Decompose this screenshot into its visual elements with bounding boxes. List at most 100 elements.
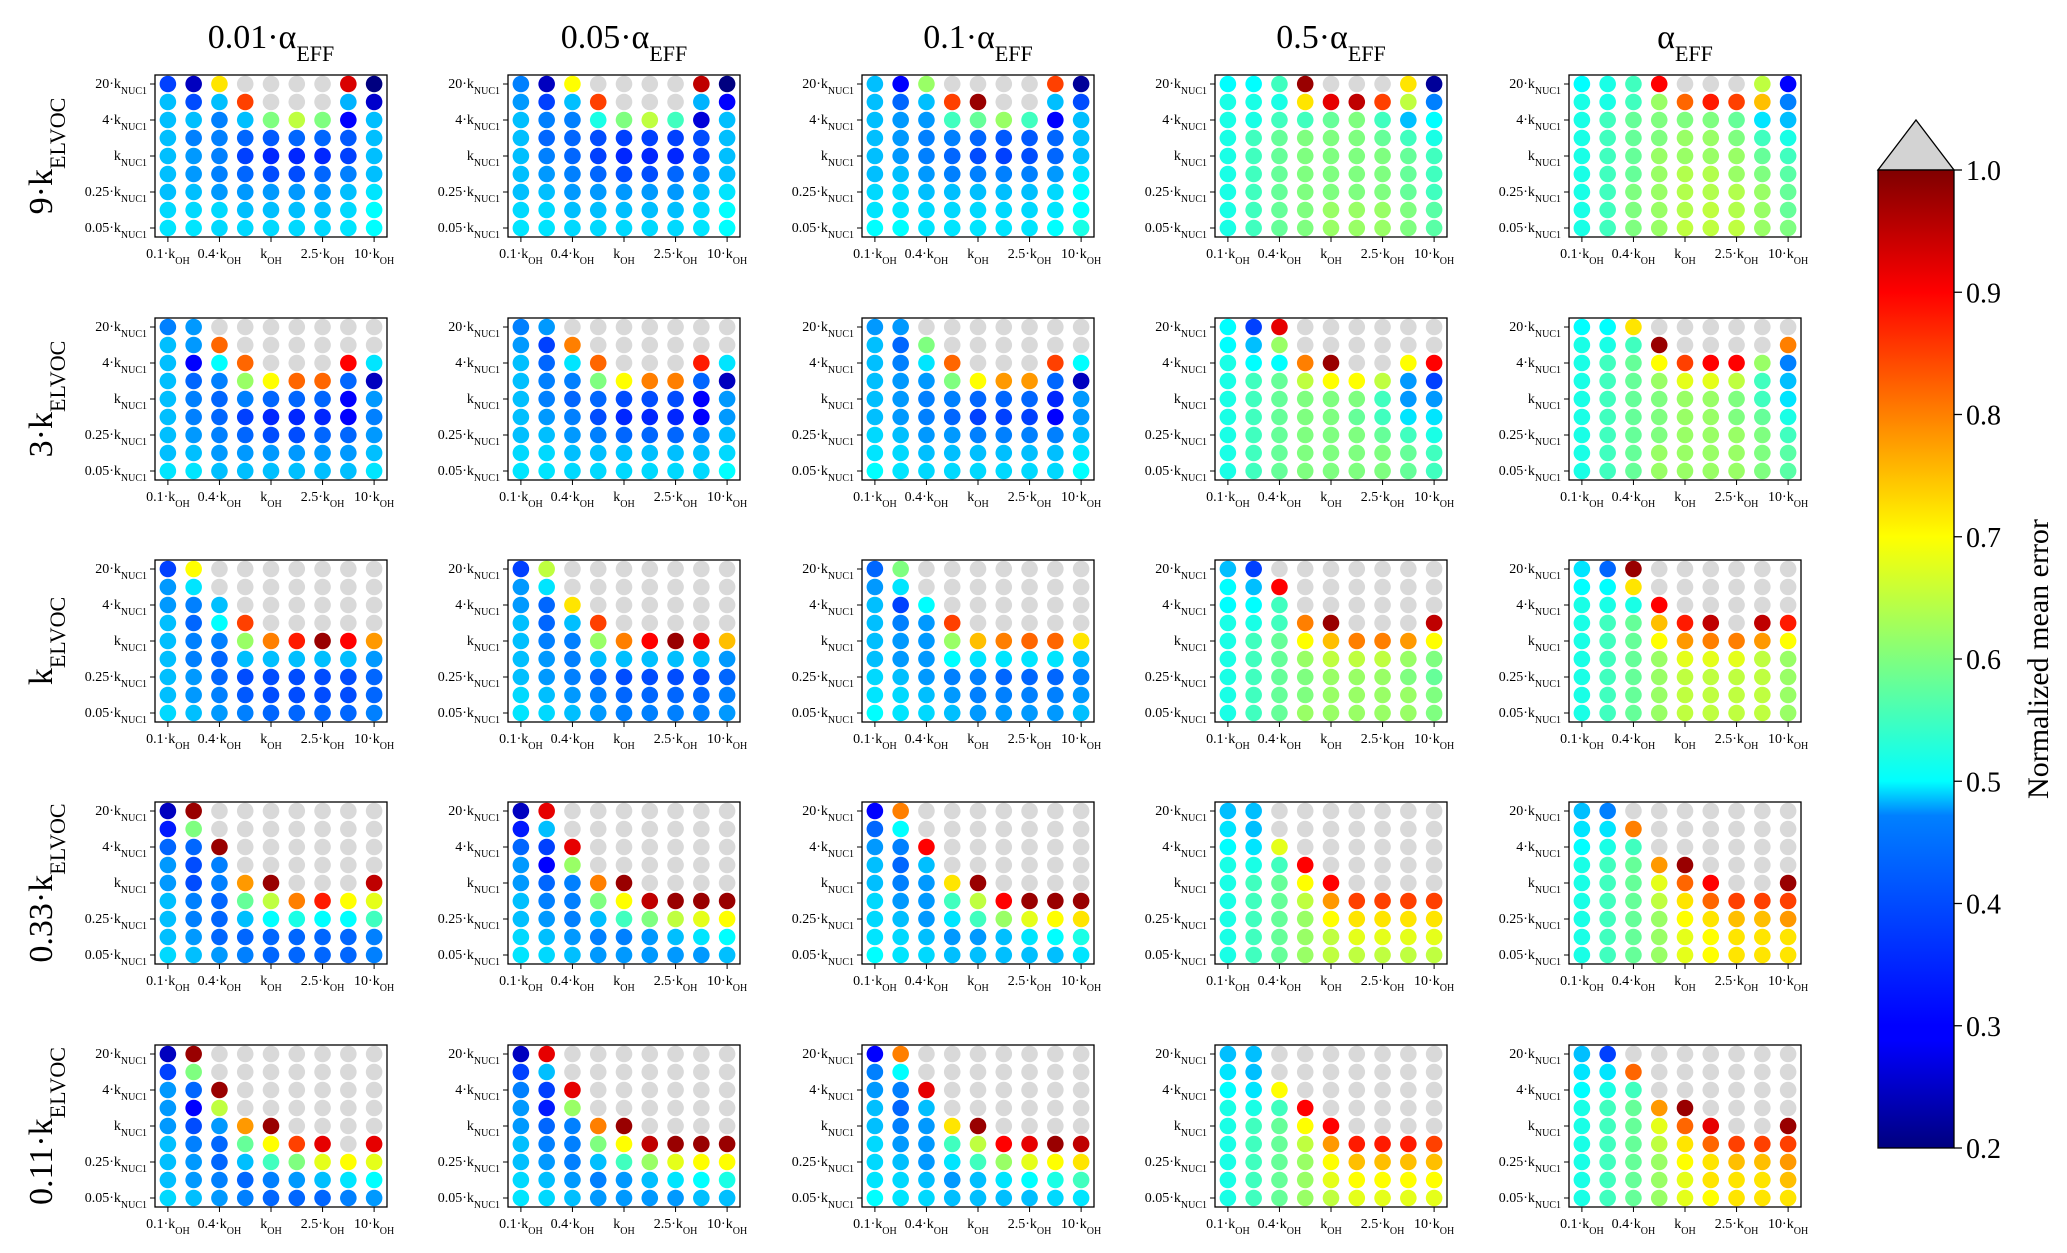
data-point	[1374, 668, 1391, 686]
data-point	[1021, 578, 1038, 596]
data-point	[1219, 1171, 1237, 1189]
data-point	[943, 928, 961, 946]
data-point	[1702, 1153, 1720, 1171]
data-point	[1650, 75, 1668, 93]
data-point	[1702, 1063, 1720, 1081]
x-tick-label: 10·kOH	[1061, 974, 1101, 994]
scatter-panel: 20·kNUC14·kNUC1kNUC10.25·kNUC10.05·kNUC1…	[438, 1044, 747, 1237]
data-point	[615, 892, 633, 910]
data-point	[1219, 201, 1237, 219]
data-point	[365, 165, 383, 183]
data-point	[1625, 444, 1642, 462]
data-point	[1425, 946, 1443, 964]
data-point	[1047, 632, 1064, 650]
data-point	[1625, 892, 1642, 910]
data-point	[918, 219, 935, 237]
data-point	[1702, 336, 1720, 354]
data-point	[1728, 838, 1745, 856]
data-point	[1219, 129, 1237, 147]
data-point	[1400, 111, 1417, 129]
data-point	[1322, 444, 1340, 462]
data-point	[1728, 668, 1745, 686]
data-point	[969, 704, 987, 722]
data-point	[236, 165, 254, 183]
data-point	[1374, 1171, 1391, 1189]
data-point	[1702, 578, 1720, 596]
x-tick-label: 10·kOH	[354, 732, 394, 752]
data-point	[1245, 75, 1262, 93]
data-point	[1047, 856, 1064, 874]
data-point	[365, 1117, 383, 1135]
data-point	[667, 1081, 684, 1099]
data-point	[1322, 219, 1340, 237]
data-point	[340, 462, 357, 480]
data-point	[1296, 632, 1314, 650]
data-point	[1322, 802, 1340, 820]
data-point	[918, 1063, 935, 1081]
data-point	[1047, 426, 1064, 444]
data-point	[1374, 856, 1391, 874]
data-point	[185, 111, 202, 129]
x-tick-label: kOH	[260, 490, 281, 510]
data-point	[1728, 820, 1745, 838]
data-point	[1072, 946, 1090, 964]
data-point	[211, 444, 228, 462]
data-point	[943, 686, 961, 704]
data-point	[995, 129, 1013, 147]
data-point	[667, 201, 684, 219]
data-point	[1625, 704, 1642, 722]
data-point	[943, 874, 961, 892]
data-point	[995, 93, 1013, 111]
data-point	[236, 75, 254, 93]
data-point	[365, 596, 383, 614]
data-point	[340, 802, 357, 820]
data-point	[1021, 892, 1038, 910]
data-point	[667, 93, 684, 111]
data-point	[564, 1063, 581, 1081]
data-point	[262, 318, 280, 336]
data-point	[918, 1153, 935, 1171]
x-tick-label: 2.5·kOH	[1008, 732, 1052, 752]
data-point	[314, 838, 331, 856]
data-point	[1599, 390, 1616, 408]
data-point	[1676, 596, 1694, 614]
data-point	[262, 1045, 280, 1063]
data-point	[365, 1189, 383, 1207]
data-point	[969, 560, 987, 578]
data-point	[1348, 560, 1366, 578]
x-tick-label: 0.1·kOH	[853, 974, 897, 994]
data-point	[159, 93, 177, 111]
data-point	[1625, 1099, 1642, 1117]
data-point	[236, 1081, 254, 1099]
data-point	[1702, 318, 1720, 336]
data-point	[1650, 354, 1668, 372]
data-point	[1374, 219, 1391, 237]
data-point	[1625, 354, 1642, 372]
data-point	[1021, 75, 1038, 93]
data-point	[211, 614, 228, 632]
data-point	[211, 1099, 228, 1117]
data-point	[892, 596, 909, 614]
data-point	[641, 1045, 659, 1063]
data-point	[667, 856, 684, 874]
data-point	[1296, 614, 1314, 632]
data-point	[1271, 336, 1288, 354]
data-point	[512, 856, 530, 874]
data-point	[159, 802, 177, 820]
x-tick-label: 0.4·kOH	[198, 1217, 242, 1237]
x-tick-label: kOH	[260, 1217, 281, 1237]
data-point	[1702, 93, 1720, 111]
data-point	[365, 1081, 383, 1099]
y-tick-label: 0.25·kNUC1	[1499, 670, 1561, 690]
data-point	[1374, 892, 1391, 910]
data-point	[615, 390, 633, 408]
x-tick-label: 0.4·kOH	[551, 974, 595, 994]
data-point	[1072, 892, 1090, 910]
data-point	[1676, 1135, 1694, 1153]
data-point	[365, 668, 383, 686]
data-point	[538, 704, 555, 722]
data-point	[1400, 1189, 1417, 1207]
data-point	[159, 1135, 177, 1153]
data-point	[1296, 201, 1314, 219]
